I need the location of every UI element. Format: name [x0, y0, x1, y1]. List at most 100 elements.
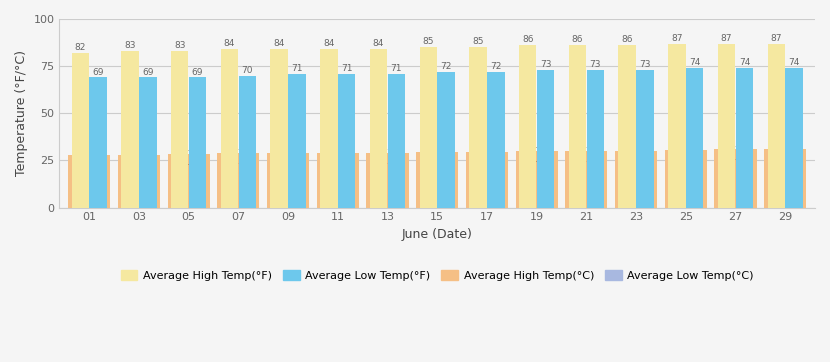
Bar — [437, 72, 455, 207]
Bar — [118, 155, 160, 207]
Bar — [764, 150, 806, 207]
Bar — [569, 45, 586, 207]
Bar — [71, 53, 89, 207]
Bar — [466, 166, 508, 207]
Bar — [121, 51, 139, 207]
Text: 21.1: 21.1 — [177, 158, 195, 167]
Bar — [320, 49, 338, 207]
Text: 29.5: 29.5 — [476, 142, 494, 151]
Bar — [171, 51, 188, 207]
Text: 20.8: 20.8 — [127, 159, 146, 168]
Text: 27.8: 27.8 — [77, 146, 96, 154]
Text: 72: 72 — [491, 62, 501, 71]
Text: 21.8: 21.8 — [376, 157, 394, 166]
Text: 30.8: 30.8 — [724, 140, 742, 149]
Text: 23.2: 23.2 — [674, 154, 692, 163]
Text: 29.1: 29.1 — [376, 143, 394, 152]
Bar — [388, 74, 405, 207]
Bar — [515, 151, 558, 207]
Text: 71: 71 — [341, 64, 353, 73]
Bar — [267, 153, 310, 207]
Bar — [715, 150, 757, 207]
Bar — [168, 154, 210, 207]
Text: 22.1: 22.1 — [426, 156, 444, 165]
Text: 22.1: 22.1 — [476, 156, 494, 165]
Bar — [366, 167, 408, 207]
Text: 72: 72 — [441, 62, 452, 71]
Bar — [469, 47, 486, 207]
Bar — [587, 70, 604, 207]
Bar — [735, 68, 753, 207]
Text: 29.1: 29.1 — [276, 143, 295, 152]
Bar — [565, 165, 608, 207]
Text: 30.5: 30.5 — [674, 140, 692, 149]
Text: 30.2: 30.2 — [574, 141, 593, 150]
Bar — [139, 77, 157, 207]
Bar — [764, 163, 806, 207]
Bar — [238, 76, 256, 207]
Text: 74: 74 — [689, 58, 701, 67]
Bar — [317, 167, 359, 207]
Text: 23.5: 23.5 — [724, 153, 742, 163]
Text: 87: 87 — [720, 34, 732, 43]
Text: 82: 82 — [75, 43, 86, 52]
Bar — [366, 153, 408, 207]
Text: 87: 87 — [671, 34, 682, 43]
Bar — [416, 152, 458, 207]
Bar — [338, 74, 355, 207]
Text: 84: 84 — [273, 39, 285, 48]
Text: 85: 85 — [422, 37, 434, 46]
Text: 84: 84 — [373, 39, 384, 48]
Text: 73: 73 — [589, 60, 601, 69]
Text: 22.5: 22.5 — [525, 155, 544, 164]
Bar — [615, 165, 657, 207]
Bar — [466, 152, 508, 207]
Bar — [686, 68, 703, 207]
Text: 29.5: 29.5 — [426, 142, 444, 151]
Bar — [221, 49, 238, 207]
Bar — [565, 151, 608, 207]
Bar — [168, 168, 210, 207]
Bar — [419, 47, 437, 207]
Text: 30.8: 30.8 — [774, 140, 792, 149]
Text: 83: 83 — [124, 41, 136, 50]
Text: 73: 73 — [540, 60, 551, 69]
Text: 30.2: 30.2 — [624, 141, 642, 150]
Text: 21.4: 21.4 — [227, 157, 245, 167]
Text: 71: 71 — [291, 64, 303, 73]
Text: 22.8: 22.8 — [624, 155, 642, 164]
Text: 84: 84 — [224, 39, 235, 48]
Bar — [271, 49, 288, 207]
Bar — [68, 155, 110, 207]
Text: 29.1: 29.1 — [326, 143, 344, 152]
Bar — [618, 45, 636, 207]
Text: 28.4: 28.4 — [177, 144, 195, 153]
Text: 69: 69 — [142, 67, 154, 76]
Bar — [118, 168, 160, 207]
Bar — [768, 43, 785, 207]
Text: 84: 84 — [323, 39, 334, 48]
Bar — [665, 164, 707, 207]
Text: 21.8: 21.8 — [276, 157, 295, 166]
Bar — [217, 153, 260, 207]
Y-axis label: Temperature (°F/°C): Temperature (°F/°C) — [15, 50, 28, 176]
Text: 69: 69 — [92, 67, 104, 76]
Text: 71: 71 — [391, 64, 403, 73]
Bar — [665, 150, 707, 207]
Bar — [189, 77, 207, 207]
Text: 74: 74 — [788, 58, 800, 67]
Text: 20.6: 20.6 — [77, 159, 96, 168]
Text: 85: 85 — [472, 37, 484, 46]
Bar — [515, 165, 558, 207]
Text: 70: 70 — [242, 66, 253, 75]
Bar — [668, 43, 686, 207]
Bar — [90, 77, 107, 207]
Text: 28.8: 28.8 — [227, 143, 245, 152]
Text: 86: 86 — [622, 35, 632, 45]
Bar — [487, 72, 505, 207]
Bar — [615, 151, 657, 207]
Text: 87: 87 — [770, 34, 782, 43]
Bar — [537, 70, 554, 207]
Bar — [416, 166, 458, 207]
Bar — [267, 167, 310, 207]
